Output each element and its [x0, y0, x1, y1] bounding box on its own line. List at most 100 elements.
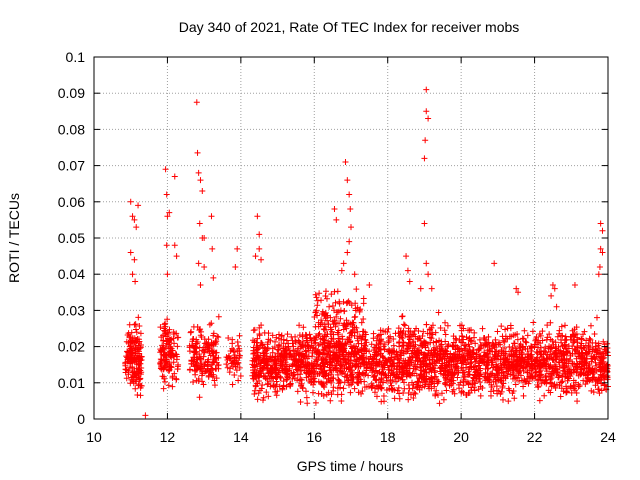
data-point — [344, 249, 351, 256]
data-point — [358, 346, 365, 353]
data-point — [560, 351, 567, 358]
data-point — [160, 337, 167, 344]
data-point — [171, 242, 178, 249]
data-point — [598, 380, 605, 387]
data-point — [551, 285, 558, 292]
data-point — [330, 384, 337, 391]
data-point — [253, 345, 260, 352]
data-point — [310, 363, 317, 370]
data-point — [550, 382, 557, 389]
data-point — [432, 391, 439, 398]
data-point — [461, 373, 468, 380]
data-point — [536, 369, 543, 376]
data-point — [590, 389, 597, 396]
data-point — [361, 361, 368, 368]
data-point — [564, 369, 571, 376]
data-point — [526, 367, 533, 374]
data-point — [472, 375, 479, 382]
data-point — [257, 387, 264, 394]
data-point — [570, 333, 577, 340]
data-point — [385, 339, 392, 346]
data-point — [319, 362, 326, 369]
data-point — [297, 364, 304, 371]
data-point — [206, 321, 213, 328]
data-point — [477, 392, 484, 399]
data-point — [557, 336, 564, 343]
data-point — [129, 271, 136, 278]
data-point — [160, 373, 167, 380]
x-tick-label: 10 — [86, 429, 102, 445]
data-point — [170, 329, 177, 336]
data-point — [161, 378, 168, 385]
data-point — [351, 351, 358, 358]
data-point — [557, 393, 564, 400]
data-point — [597, 220, 604, 227]
data-point — [472, 358, 479, 365]
data-point — [539, 377, 546, 384]
data-point — [454, 345, 461, 352]
data-point — [135, 314, 142, 321]
data-point — [568, 370, 575, 377]
data-point — [423, 108, 430, 115]
data-point — [509, 390, 516, 397]
data-point — [545, 345, 552, 352]
data-point — [324, 312, 331, 319]
data-point — [466, 336, 473, 343]
data-point — [393, 348, 400, 355]
data-point — [370, 367, 377, 374]
data-point — [399, 376, 406, 383]
y-tick-label: 0.05 — [58, 230, 85, 246]
data-point — [387, 333, 394, 340]
data-point — [483, 360, 490, 367]
data-point — [380, 343, 387, 350]
data-point — [538, 348, 545, 355]
data-point — [298, 383, 305, 390]
data-point — [426, 326, 433, 333]
data-point — [273, 334, 280, 341]
data-point — [302, 388, 309, 395]
data-point — [471, 387, 478, 394]
data-point — [556, 372, 563, 379]
data-point — [124, 356, 131, 363]
data-point — [235, 377, 242, 384]
data-point — [122, 366, 129, 373]
data-point — [135, 361, 142, 368]
data-point — [530, 319, 537, 326]
data-point — [589, 365, 596, 372]
data-point — [353, 356, 360, 363]
data-point — [432, 329, 439, 336]
data-point — [405, 328, 412, 335]
data-point — [210, 359, 217, 366]
data-point — [288, 370, 295, 377]
data-point — [320, 347, 327, 354]
data-point — [166, 345, 173, 352]
data-point — [159, 345, 166, 352]
data-point — [494, 353, 501, 360]
data-point — [420, 328, 427, 335]
data-point — [348, 224, 354, 231]
data-point — [353, 343, 360, 350]
data-point — [186, 367, 193, 374]
data-point — [391, 356, 398, 363]
data-point — [344, 372, 351, 379]
data-point — [533, 358, 540, 365]
data-point — [396, 355, 403, 362]
data-point — [273, 360, 280, 367]
data-point — [487, 392, 494, 399]
data-point — [433, 360, 440, 367]
data-point — [193, 377, 200, 384]
data-point — [232, 263, 239, 270]
data-point — [215, 334, 222, 341]
data-point — [491, 343, 498, 350]
data-point — [603, 367, 610, 374]
data-point — [379, 379, 386, 386]
data-point — [314, 312, 321, 319]
data-point — [348, 381, 355, 388]
data-point — [277, 374, 284, 381]
data-point — [194, 324, 201, 331]
data-point — [469, 377, 476, 384]
data-point — [425, 271, 432, 278]
data-point — [285, 340, 292, 347]
data-point — [519, 355, 526, 362]
